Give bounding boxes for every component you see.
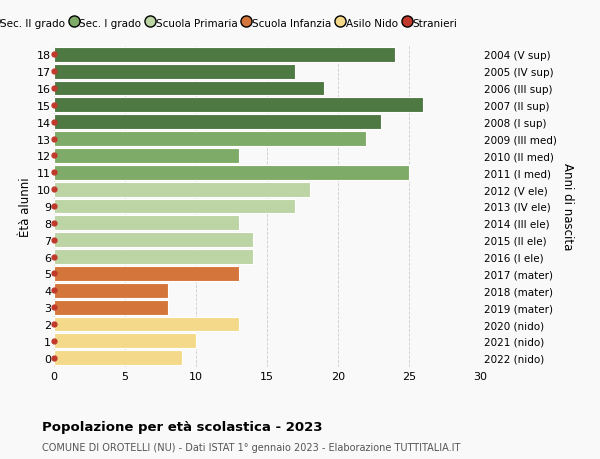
Legend: Sec. II grado, Sec. I grado, Scuola Primaria, Scuola Infanzia, Asilo Nido, Stran: Sec. II grado, Sec. I grado, Scuola Prim… xyxy=(0,14,461,33)
Bar xyxy=(54,199,295,214)
Bar xyxy=(54,300,167,315)
Bar xyxy=(54,233,253,247)
Bar xyxy=(54,317,239,332)
Bar xyxy=(54,334,196,348)
Bar xyxy=(54,48,395,62)
Y-axis label: Anni di nascita: Anni di nascita xyxy=(561,163,574,250)
Bar xyxy=(54,351,182,365)
Bar xyxy=(54,250,253,264)
Bar xyxy=(54,283,167,298)
Text: Popolazione per età scolastica - 2023: Popolazione per età scolastica - 2023 xyxy=(42,420,323,433)
Bar xyxy=(54,149,239,163)
Bar xyxy=(54,81,324,96)
Bar xyxy=(54,132,367,147)
Bar xyxy=(54,266,239,281)
Text: COMUNE DI OROTELLI (NU) - Dati ISTAT 1° gennaio 2023 - Elaborazione TUTTITALIA.I: COMUNE DI OROTELLI (NU) - Dati ISTAT 1° … xyxy=(42,442,460,452)
Bar xyxy=(54,182,310,197)
Bar xyxy=(54,115,380,130)
Bar xyxy=(54,98,423,113)
Bar xyxy=(54,65,295,79)
Bar xyxy=(54,216,239,231)
Bar xyxy=(54,166,409,180)
Y-axis label: Ètà alunni: Ètà alunni xyxy=(19,177,32,236)
